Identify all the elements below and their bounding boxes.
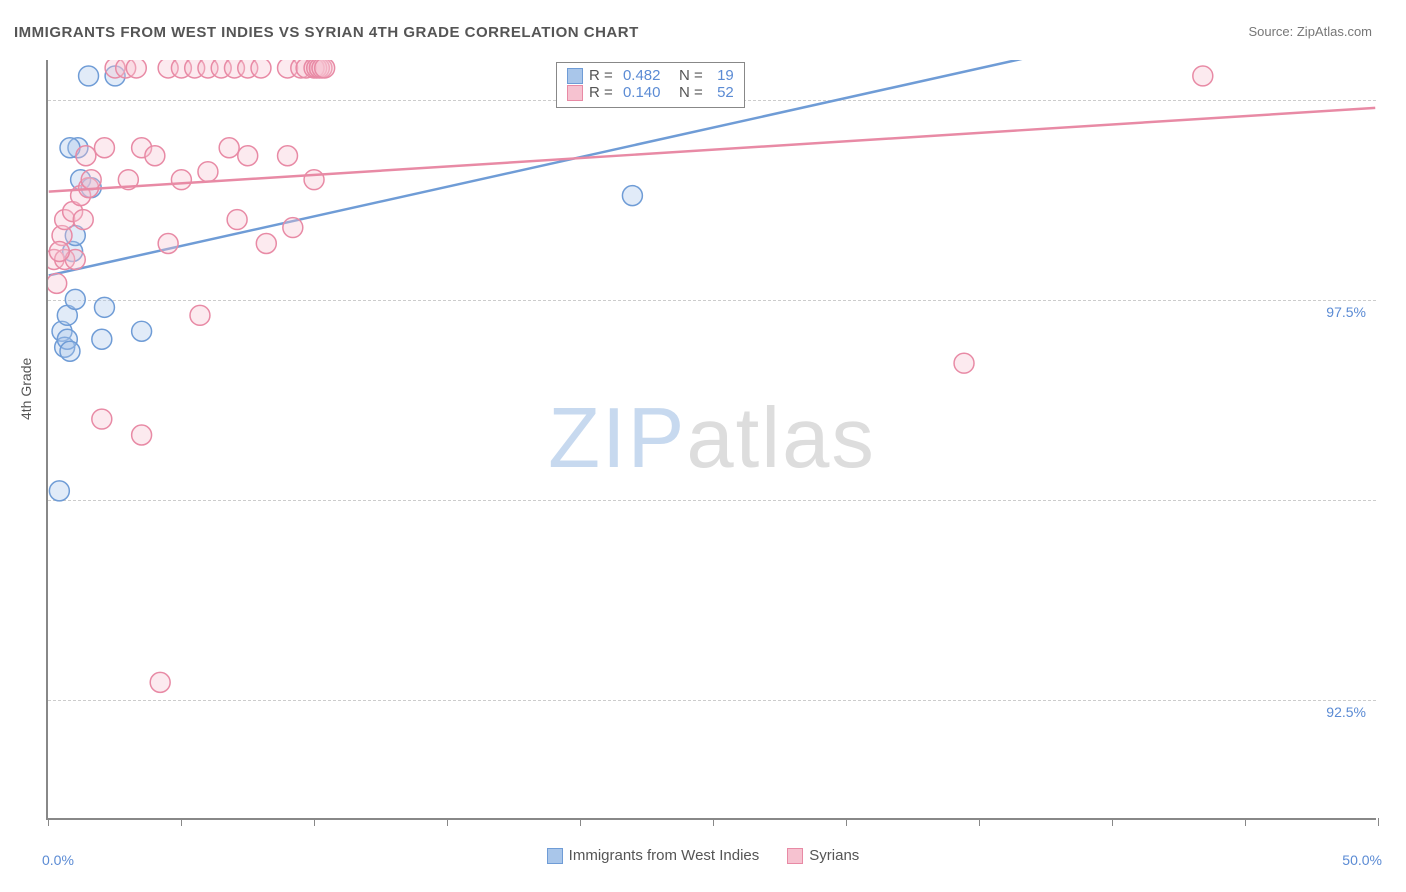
data-point xyxy=(92,329,112,349)
data-point xyxy=(94,297,114,317)
x-tick xyxy=(447,818,448,826)
data-point xyxy=(65,289,85,309)
y-axis-label: 4th Grade xyxy=(18,358,34,420)
data-point xyxy=(81,170,101,190)
legend-label: Immigrants from West Indies xyxy=(569,847,760,864)
x-tick xyxy=(979,818,980,826)
data-point xyxy=(315,60,335,78)
data-point xyxy=(49,481,69,501)
data-point xyxy=(132,425,152,445)
x-tick xyxy=(846,818,847,826)
data-point xyxy=(219,138,239,158)
data-point xyxy=(1193,66,1213,86)
data-point xyxy=(49,242,69,262)
legend-r-value: 0.140 xyxy=(623,84,661,101)
source-credit: Source: ZipAtlas.com xyxy=(1248,24,1372,39)
legend-n-label: N = xyxy=(666,67,706,84)
legend-swatch xyxy=(567,85,583,101)
data-point xyxy=(954,353,974,373)
data-point xyxy=(304,170,324,190)
x-tick xyxy=(48,818,49,826)
data-point xyxy=(190,305,210,325)
data-point xyxy=(126,60,146,78)
data-point xyxy=(73,210,93,230)
data-point xyxy=(150,672,170,692)
legend-item: Immigrants from West Indies xyxy=(547,847,760,864)
x-tick xyxy=(181,818,182,826)
data-point xyxy=(227,210,247,230)
x-tick xyxy=(1112,818,1113,826)
legend-n-label: N = xyxy=(666,84,706,101)
data-point xyxy=(283,218,303,238)
legend-r-value: 0.482 xyxy=(623,67,661,84)
x-tick xyxy=(713,818,714,826)
data-point xyxy=(48,273,67,293)
data-point xyxy=(622,186,642,206)
x-tick xyxy=(1245,818,1246,826)
chart-title: IMMIGRANTS FROM WEST INDIES VS SYRIAN 4T… xyxy=(14,24,639,41)
legend-swatch xyxy=(787,848,803,864)
x-tick xyxy=(1378,818,1379,826)
data-point xyxy=(251,60,271,78)
legend-row: R = 0.482 N = 19 xyxy=(567,67,734,84)
x-tick xyxy=(580,818,581,826)
scatter-svg xyxy=(48,60,1376,818)
legend-row: R = 0.140 N = 52 xyxy=(567,84,734,101)
legend-swatch xyxy=(547,848,563,864)
data-point xyxy=(278,146,298,166)
data-point xyxy=(132,321,152,341)
data-point xyxy=(238,146,258,166)
x-tick xyxy=(314,818,315,826)
data-point xyxy=(94,138,114,158)
data-point xyxy=(171,170,191,190)
data-point xyxy=(60,341,80,361)
legend-label: Syrians xyxy=(809,847,859,864)
legend-n-value: 52 xyxy=(713,84,734,101)
correlation-legend: R = 0.482 N = 19R = 0.140 N = 52 xyxy=(556,62,745,108)
data-point xyxy=(158,234,178,254)
data-point xyxy=(256,234,276,254)
data-point xyxy=(79,66,99,86)
data-point xyxy=(76,146,96,166)
data-point xyxy=(145,146,165,166)
data-point xyxy=(198,162,218,182)
legend-r-label: R = xyxy=(589,84,617,101)
legend-item: Syrians xyxy=(787,847,859,864)
data-point xyxy=(92,409,112,429)
legend-n-value: 19 xyxy=(713,67,734,84)
legend-r-label: R = xyxy=(589,67,617,84)
series-legend: Immigrants from West Indies Syrians xyxy=(0,847,1406,864)
legend-swatch xyxy=(567,68,583,84)
plot-area: ZIPatlas 92.5%97.5% xyxy=(46,60,1376,820)
